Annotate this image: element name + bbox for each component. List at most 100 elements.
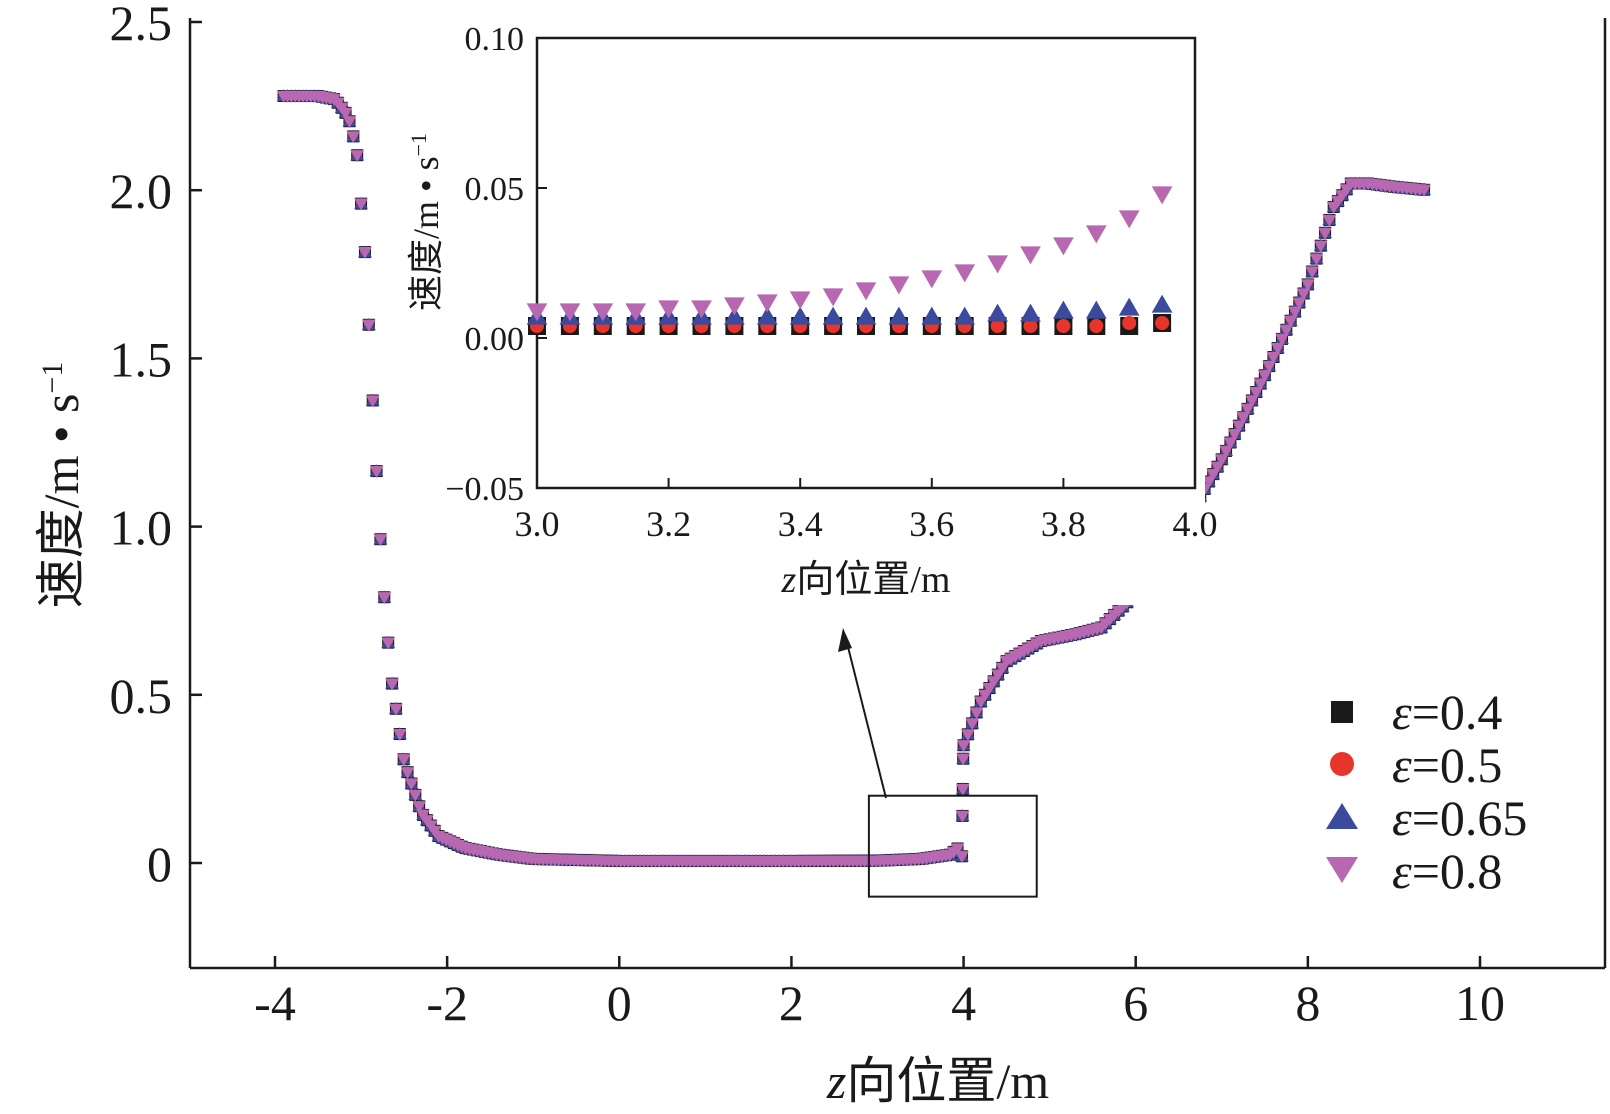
main-x-axis-title: z向位置/m	[826, 1053, 1049, 1109]
main-point-triangle-down	[1240, 403, 1255, 416]
main-point-triangle-down	[1288, 306, 1302, 319]
zoom-arrow-head	[838, 628, 852, 652]
inset-point-triangle-down	[921, 270, 943, 289]
main-x-axis-var: z	[826, 1053, 846, 1109]
inset-x-tick-label: 3.4	[778, 504, 823, 544]
main-point-triangle-down	[1417, 184, 1431, 197]
inset-point-triangle-down	[1053, 237, 1074, 256]
main-point-triangle-down	[358, 246, 372, 259]
main-point-triangle-down	[400, 767, 415, 780]
main-point-triangle-down	[956, 753, 971, 766]
inset-point-triangle-up	[855, 306, 877, 325]
main-x-tick-label: -2	[426, 975, 468, 1031]
legend-label-eps-0-5: ε=0.5	[1392, 737, 1502, 793]
main-point-triangle-down	[1219, 445, 1233, 458]
main-point-triangle-down	[1300, 279, 1315, 292]
inset-point-triangle-down	[987, 255, 1008, 274]
main-x-tick-label: 6	[1123, 975, 1148, 1031]
inset-point-triangle-down	[822, 288, 844, 307]
main-y-axis-text: 速度/m • s	[33, 394, 89, 609]
main-point-triangle-down	[338, 107, 353, 120]
main-y-axis-title: 速度/m • s−1	[33, 362, 89, 609]
inset-y-tick-label: 0.10	[465, 21, 525, 58]
main-point-triangle-down	[1232, 420, 1246, 433]
inset-point-triangle-down	[954, 264, 976, 283]
inset-point-circle	[1155, 316, 1170, 330]
zoom-arrow	[844, 634, 887, 799]
legend-marker-eps-0-5	[1330, 752, 1354, 776]
inset-point-triangle-down	[855, 282, 877, 301]
main-point-triangle-down	[1279, 324, 1294, 337]
main-x-tick-label: 4	[951, 975, 976, 1031]
main-point-triangle-down	[381, 637, 396, 650]
main-point-triangle-down	[385, 678, 399, 691]
main-point-triangle-down	[377, 592, 392, 605]
inset-point-triangle-up	[724, 306, 745, 325]
inset-x-tick-label: 3.8	[1041, 504, 1086, 544]
inset-point-triangle-up	[1020, 303, 1041, 322]
main-y-tick-label: 0	[147, 836, 172, 892]
main-y-axis-sup: −1	[36, 362, 69, 394]
inset-background	[430, 30, 1205, 605]
main-x-tick-label: -4	[254, 975, 296, 1031]
inset-y-axis-title: 速度/m • s−1	[406, 133, 447, 311]
main-point-triangle-down	[1296, 288, 1311, 301]
inset-x-axis-var: z	[781, 559, 797, 601]
main-data-points	[276, 89, 1431, 868]
main-point-triangle-down	[965, 718, 980, 731]
main-point-triangle-down	[1249, 386, 1264, 399]
inset-point-triangle-down	[1118, 210, 1140, 229]
inset-point-circle	[990, 319, 1005, 333]
main-point-triangle-down	[1227, 428, 1242, 441]
zoom-box	[867, 794, 1038, 898]
main-x-tick-label: 0	[607, 975, 632, 1031]
main-point-triangle-down	[1223, 437, 1238, 450]
inset-plot: 3.0 3.2 3.4 3.6 3.8 4.0 −0.05 0.00 0.05 0.10 z向位…	[406, 21, 1218, 605]
main-point-triangle-down	[1245, 395, 1259, 408]
inset-y-axis-text: 速度/m • s	[406, 156, 446, 311]
inset-point-triangle-down	[658, 300, 679, 319]
main-x-ticks: -4 -2 0 2 4 6 8 10	[254, 956, 1505, 1031]
legend-marker-eps-0-4	[1331, 701, 1353, 723]
inset-y-tick-label: −0.05	[445, 471, 524, 508]
inset-point-triangle-up	[756, 306, 778, 325]
main-point-triangle-down	[392, 728, 407, 741]
inset-point-circle	[1122, 316, 1137, 330]
main-y-tick-label: 0.5	[110, 668, 173, 724]
main-point-triangle-down	[1283, 315, 1298, 328]
inset-point-triangle-down	[1020, 246, 1041, 265]
inset-point-circle	[1089, 319, 1104, 333]
inset-point-triangle-down	[1085, 225, 1107, 244]
inset-point-triangle-down	[1151, 186, 1173, 205]
main-x-tick-label: 10	[1455, 975, 1505, 1031]
main-point-triangle-down	[350, 150, 365, 163]
main-point-triangle-down	[1270, 342, 1285, 355]
legend: ε=0.4 ε=0.5 ε=0.65 ε=0.8	[1326, 684, 1527, 899]
main-x-tick-label: 2	[779, 975, 804, 1031]
main-point-triangle-down	[1318, 227, 1332, 240]
main-x-axis-text: 向位置/m	[846, 1053, 1049, 1109]
inset-y-tick-label: 0.05	[465, 171, 525, 208]
inset-point-triangle-down	[625, 303, 647, 322]
legend-label-eps-0-8: ε=0.8	[1392, 843, 1502, 899]
main-point-triangle-down	[342, 116, 357, 129]
main-point-triangle-down	[1313, 240, 1328, 253]
inset-x-tick-label: 3.6	[909, 504, 954, 544]
main-plot: -4 -2 0 2 4 6 8 10 00.51.01.52.02.5 z向位置/m 速度/m…	[33, 0, 1607, 1109]
main-point-triangle-down	[1266, 351, 1281, 364]
inset-point-triangle-down	[691, 300, 712, 319]
inset-x-tick-label: 4.0	[1173, 504, 1218, 544]
main-point-triangle-down	[1236, 412, 1251, 425]
inset-point-triangle-up	[1118, 297, 1140, 316]
main-point-triangle-down	[960, 729, 975, 742]
main-y-ticks: 0 0.5 1.0 1.5 2.0 2.5	[110, 0, 202, 892]
inset-point-triangle-down	[592, 303, 614, 322]
inset-point-triangle-up	[987, 303, 1008, 322]
main-point-triangle-down	[950, 843, 965, 856]
main-x-tick-label: 8	[1295, 975, 1320, 1031]
inset-x-tick-label: 3.0	[515, 504, 560, 544]
main-point-triangle-down	[955, 851, 969, 864]
inset-y-tick-label: 0.00	[465, 321, 525, 358]
main-point-triangle-down	[1305, 266, 1320, 279]
main-point-triangle-down	[389, 703, 403, 716]
